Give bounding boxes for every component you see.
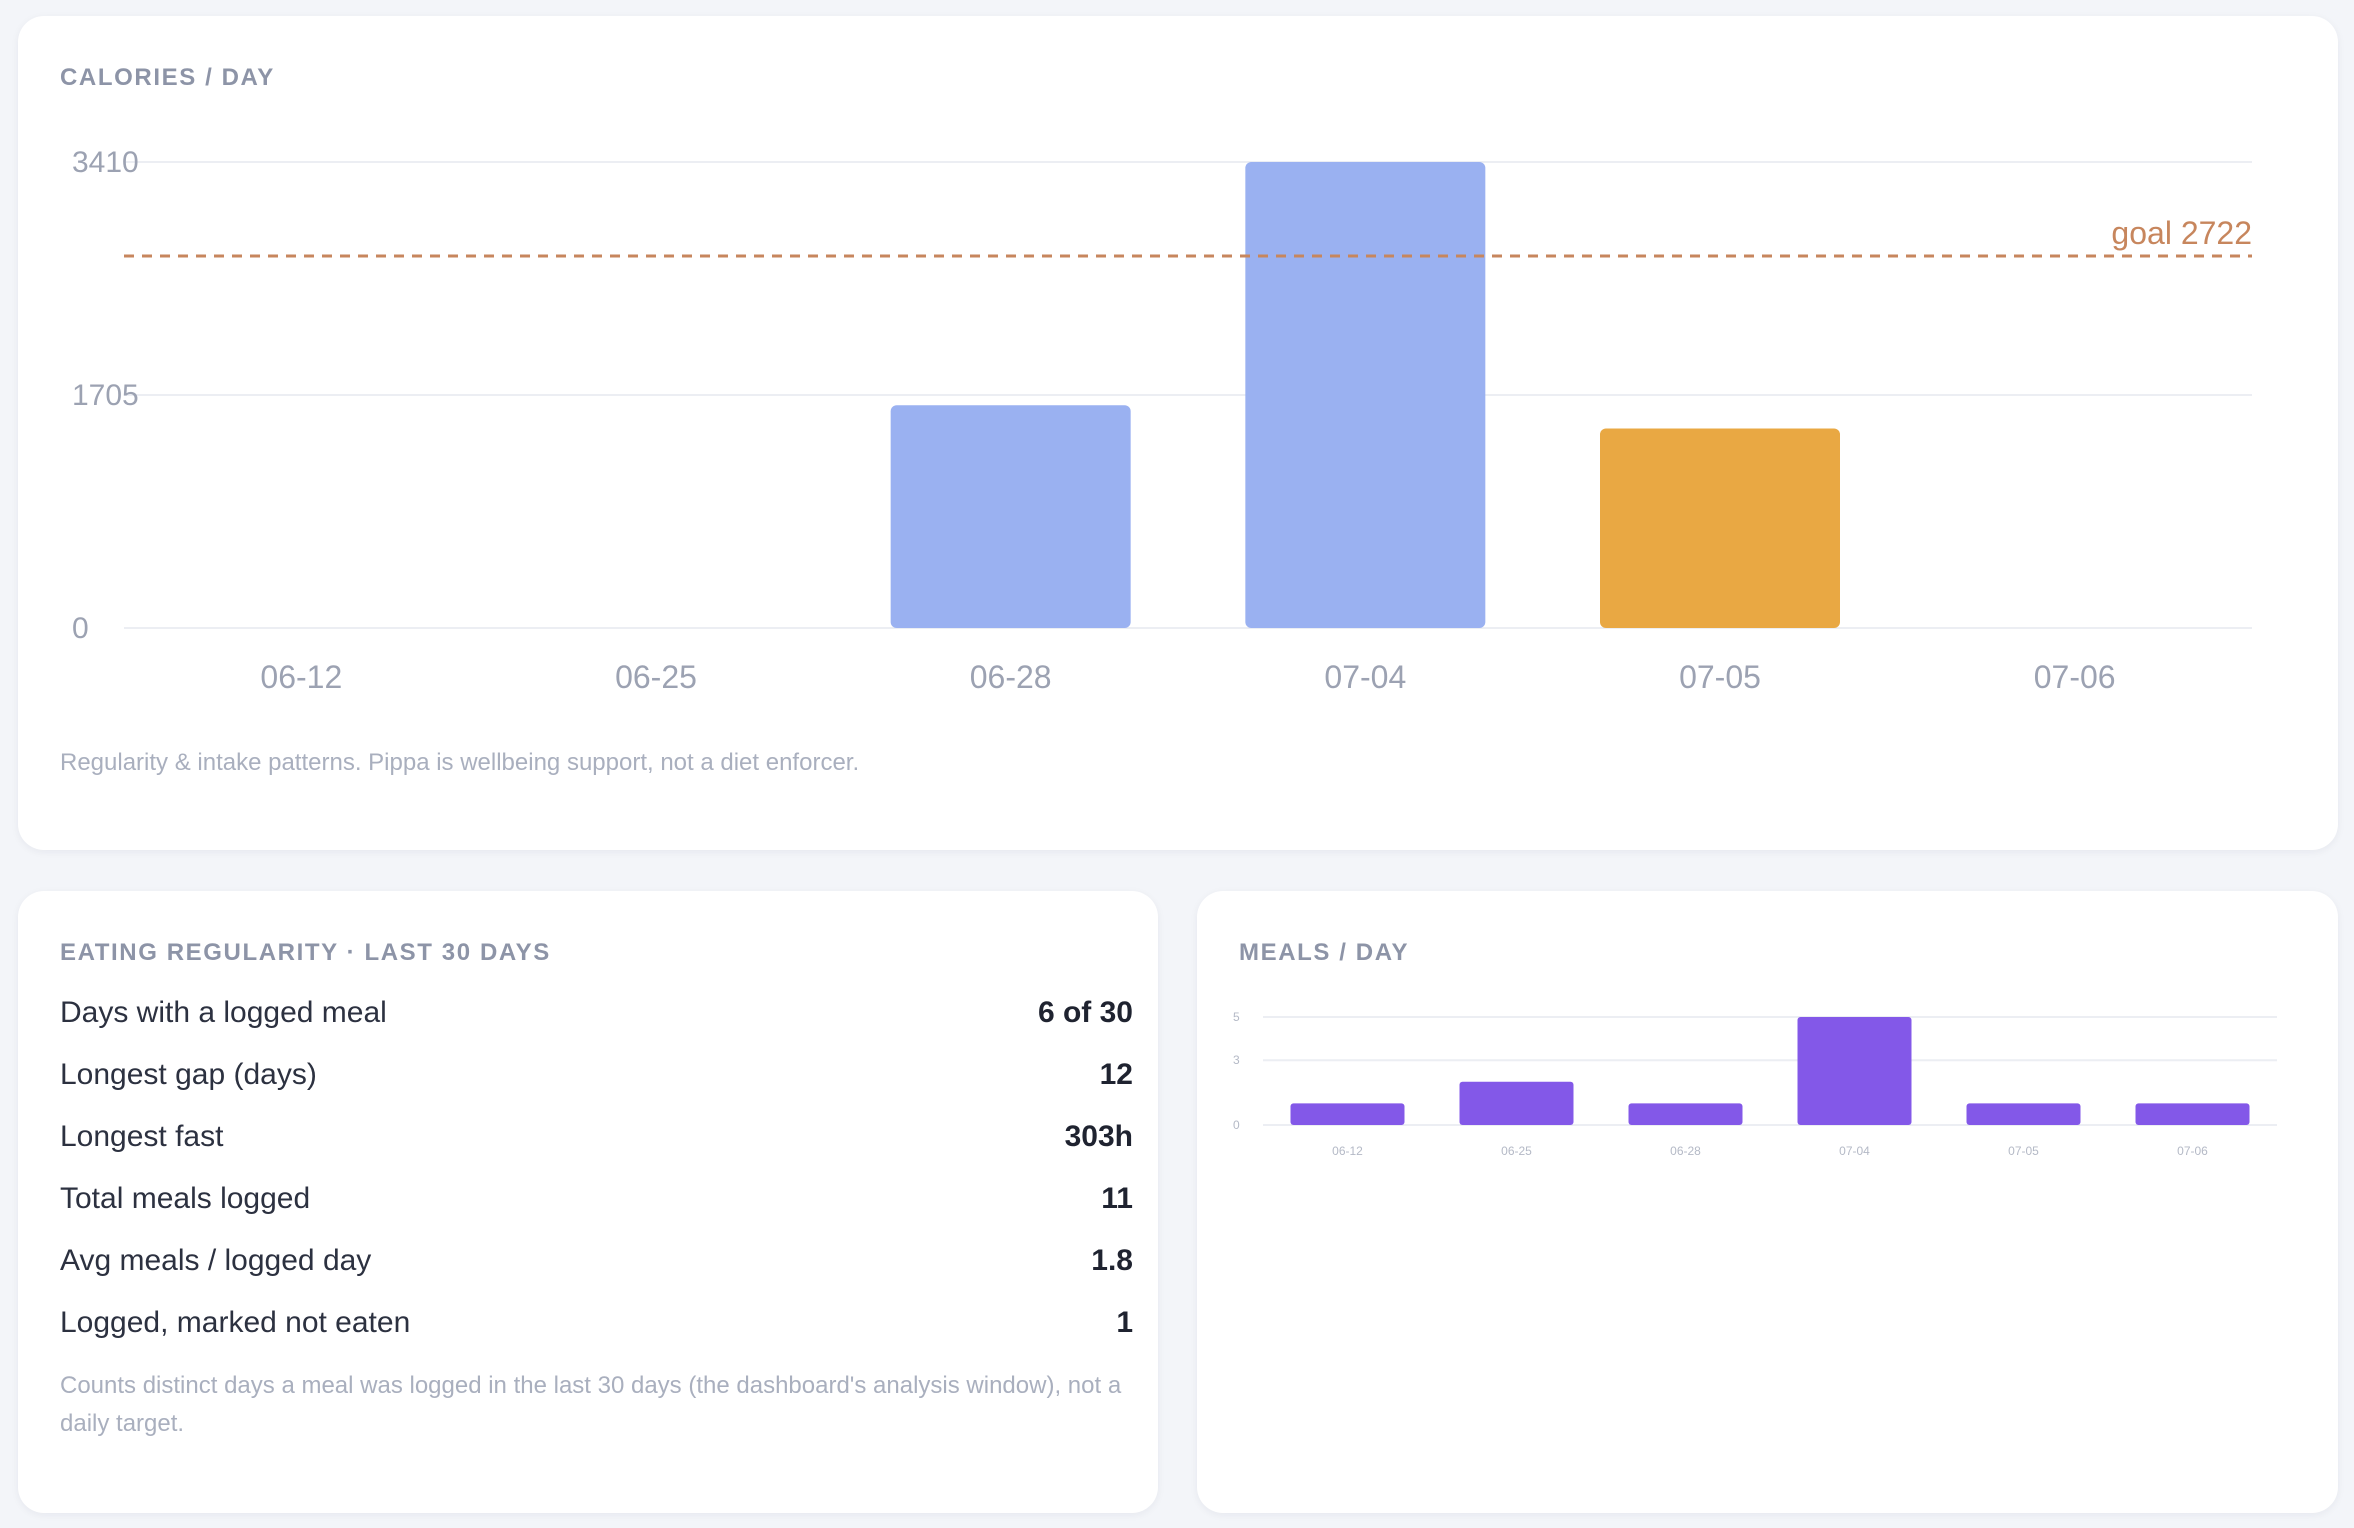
calorie-bar	[1245, 162, 1486, 628]
meals-bar	[1628, 1103, 1743, 1125]
x-tick-label: 06-28	[1670, 1144, 1701, 1158]
meals-bar	[1290, 1103, 1405, 1125]
calories-caption: Regularity & intake patterns. Pippa is w…	[60, 749, 860, 776]
stat-row-total-meals: Total meals logged 11	[60, 1168, 1133, 1230]
regularity-note: Counts distinct days a meal was logged i…	[60, 1372, 1122, 1437]
stat-label: Longest gap (days)	[60, 1058, 317, 1091]
stat-value: 303h	[1064, 1120, 1133, 1153]
meals-bar	[1459, 1081, 1574, 1125]
x-tick-label: 06-25	[1501, 1144, 1532, 1158]
meals-bar	[2135, 1103, 2250, 1125]
y-tick-label: 1705	[72, 379, 139, 412]
calories-bar-chart: 0 1705 3410 06-12 06-25 06-28 07-04 07-05 07-06 g…	[72, 146, 2252, 695]
meals-bar	[1797, 1017, 1912, 1125]
calorie-bar	[1600, 428, 1840, 628]
stat-label: Longest fast	[60, 1120, 224, 1153]
y-tick-label: 5	[1233, 1010, 1240, 1024]
stat-label: Total meals logged	[60, 1182, 311, 1215]
meals-bar	[1966, 1103, 2081, 1125]
stat-row-avg-meals: Avg meals / logged day 1.8	[60, 1230, 1133, 1292]
stat-value: 1.8	[1091, 1244, 1133, 1277]
y-tick-label: 0	[72, 612, 89, 645]
x-tick-label: 07-06	[2034, 659, 2116, 695]
stat-label: Days with a logged meal	[60, 996, 387, 1029]
stat-value: 1	[1116, 1306, 1133, 1339]
goal-label: goal 2722	[2111, 215, 2252, 251]
calories-card-title: CALORIES / DAY	[60, 64, 275, 91]
stat-row-not-eaten: Logged, marked not eaten 1	[60, 1292, 1133, 1354]
x-tick-label: 06-25	[615, 659, 697, 695]
meals-card-title: MEALS / DAY	[1239, 939, 1410, 966]
stat-value: 12	[1099, 1058, 1133, 1091]
meals-card: MEALS / DAY 0 3 5 06-12 06-25 06-28 07-04 07-05…	[1197, 891, 2338, 1513]
x-tick-label: 07-04	[1324, 659, 1406, 695]
y-tick-label: 3	[1233, 1053, 1240, 1067]
stat-label: Avg meals / logged day	[60, 1244, 372, 1277]
x-tick-label: 06-28	[970, 659, 1052, 695]
x-tick-label: 06-12	[260, 659, 342, 695]
calorie-bar	[890, 405, 1131, 628]
stat-value: 6 of 30	[1037, 996, 1133, 1029]
regularity-stats-list: Days with a logged meal 6 of 30 Longest …	[60, 982, 1133, 1354]
y-tick-label: 3410	[72, 146, 139, 179]
eating-regularity-card: EATING REGULARITY · LAST 30 DAYS Days wi…	[18, 891, 1158, 1513]
x-tick-label: 07-04	[1839, 1144, 1870, 1158]
calories-card: CALORIES / DAY 0 1705 3410 06-12 06-25 06-28 0…	[18, 16, 2338, 850]
x-tick-label: 06-12	[1332, 1144, 1363, 1158]
meals-bar-chart: 0 3 5 06-12 06-25 06-28 07-04 07-05 07-06	[1233, 1010, 2277, 1158]
y-tick-label: 0	[1233, 1118, 1240, 1132]
stat-label: Logged, marked not eaten	[60, 1306, 411, 1339]
x-tick-label: 07-05	[2008, 1144, 2039, 1158]
stat-value: 11	[1101, 1182, 1133, 1215]
x-tick-label: 07-06	[2177, 1144, 2208, 1158]
stat-row-days-logged: Days with a logged meal 6 of 30	[60, 982, 1133, 1044]
eating-regularity-title: EATING REGULARITY · LAST 30 DAYS	[60, 939, 551, 966]
stat-row-longest-fast: Longest fast 303h	[60, 1106, 1133, 1168]
stat-row-longest-gap: Longest gap (days) 12	[60, 1044, 1133, 1106]
x-tick-label: 07-05	[1679, 659, 1761, 695]
